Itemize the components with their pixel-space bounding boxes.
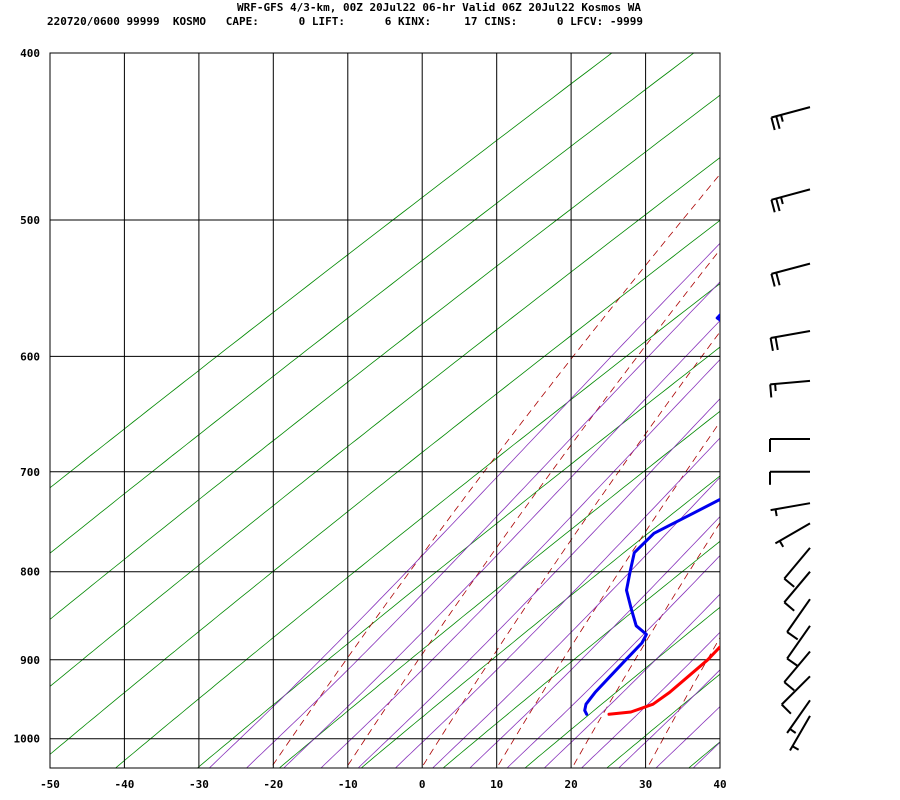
mixing-ratio-line [606, 673, 720, 768]
wind-barb [769, 379, 811, 398]
moist-adiabat-line [469, 516, 720, 768]
wind-barb [783, 571, 811, 612]
wind-barb [783, 547, 811, 588]
mixing-ratio-line [50, 53, 695, 554]
pressure-tick-label: 1000 [14, 733, 41, 746]
sounding-title: WRF-GFS 4/3-km, 00Z 20Jul22 06-hr Valid … [237, 1, 641, 14]
wind-barb [770, 106, 811, 131]
moist-adiabat-line [357, 398, 720, 768]
moist-adiabat-line [283, 319, 720, 768]
wind-barb [770, 502, 811, 517]
mixing-ratio-line [442, 540, 720, 768]
temperature-tick-label: -20 [263, 778, 283, 791]
moist-adiabat-line [692, 741, 720, 768]
moist-adiabat-line [432, 476, 720, 768]
sounding-indices: 220720/0600 99999 KOSMO CAPE: 0 LIFT: 6 … [47, 15, 644, 28]
wind-barb [783, 650, 811, 692]
wind-barb [789, 715, 811, 752]
wind-barb [786, 598, 811, 641]
temperature-tick-label: 20 [564, 778, 577, 791]
dry-adiabat-line [794, 15, 900, 776]
mixing-ratio-line [50, 219, 720, 755]
dewpoint-trace [583, 312, 720, 716]
mixing-ratio-line [844, 15, 900, 776]
pressure-tick-label: 500 [20, 214, 40, 227]
pressure-tick-labels: 400 500 600 700 800 900 1000 [14, 47, 41, 746]
dry-adiabat-line [870, 15, 900, 776]
wind-barb [769, 438, 810, 452]
mixing-ratio-line [114, 283, 720, 768]
wind-barb [770, 188, 811, 213]
mixing-ratio-line [50, 94, 720, 620]
sounding-traces [583, 312, 720, 716]
moist-adiabat-line [506, 554, 720, 768]
dry-adiabat-line [496, 421, 720, 768]
wind-barb [786, 625, 811, 667]
mixing-ratio-line [360, 475, 720, 768]
dry-adiabat-line [270, 173, 720, 768]
plot-frame [49, 52, 721, 769]
dry-adiabat-line [719, 15, 900, 776]
mixing-ratio-line [762, 15, 900, 776]
grid-lines [50, 53, 720, 768]
dry-adiabat-line [571, 522, 720, 768]
temperature-tick-label: -30 [189, 778, 209, 791]
temperature-tick-labels: -50 -40 -30 -20 -10 0 10 20 30 40 [40, 778, 727, 791]
pressure-tick-label: 800 [20, 566, 40, 579]
temperature-tick-label: 30 [639, 778, 652, 791]
moist-adiabat-line [208, 242, 720, 768]
temperature-tick-label: -10 [338, 778, 358, 791]
pressure-tick-label: 700 [20, 466, 40, 479]
dry-adiabat-line [345, 249, 720, 768]
wind-barb [774, 522, 811, 548]
temperature-tick-label: -40 [114, 778, 134, 791]
mixing-ratio-line [50, 157, 720, 687]
mixing-ratio-line [196, 346, 720, 768]
temperature-tick-label: 0 [419, 778, 426, 791]
sounding-header: WRF-GFS 4/3-km, 00Z 20Jul22 06-hr Valid … [0, 0, 900, 36]
temperature-tick-label: 10 [490, 778, 503, 791]
moist-adiabat-line [543, 593, 720, 768]
pressure-tick-label: 400 [20, 47, 40, 60]
temperature-tick-label: -50 [40, 778, 60, 791]
moist-adiabat-line [320, 358, 720, 768]
temperature-tick-label: 40 [713, 778, 726, 791]
pressure-tick-label: 600 [20, 350, 40, 363]
adiabat-lines [50, 15, 900, 776]
moist-adiabat-line [580, 631, 720, 768]
wind-barb [780, 675, 811, 715]
wind-barb [786, 699, 811, 734]
wind-barb [770, 262, 811, 287]
moist-adiabat-line [245, 281, 720, 768]
dry-adiabat-line [420, 331, 720, 768]
wind-barb [769, 330, 811, 351]
wind-barbs [769, 106, 811, 752]
pressure-tick-label: 900 [20, 654, 40, 667]
mixing-ratio-line [278, 410, 720, 768]
moist-adiabat-line [723, 15, 900, 776]
moist-adiabat-line [394, 437, 720, 768]
moist-adiabat-line [618, 669, 720, 768]
mixing-ratio-line [524, 606, 720, 768]
wind-barb [769, 470, 810, 485]
temperature-trace [607, 644, 720, 716]
